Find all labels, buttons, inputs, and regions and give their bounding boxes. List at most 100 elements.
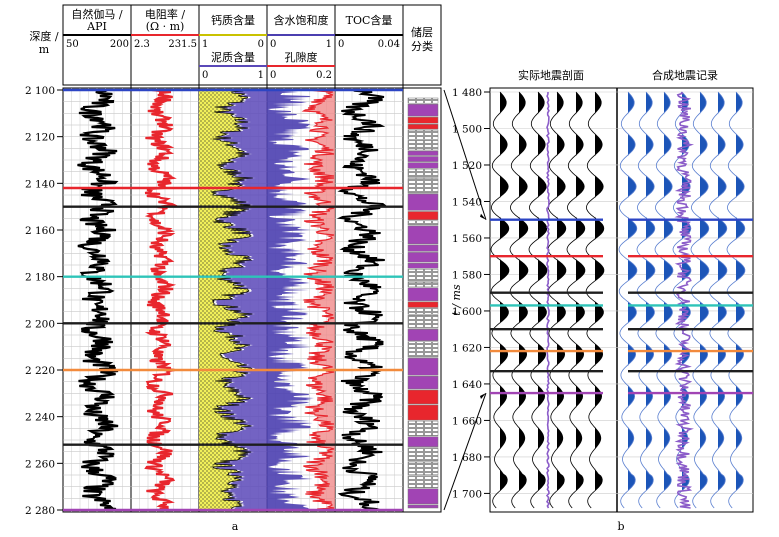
toc-min: 0: [338, 39, 344, 50]
arrow-head: [480, 393, 486, 400]
wiggle-trace: [528, 91, 548, 509]
seismic-section-title: 实际地震剖面: [518, 68, 584, 82]
res-title-line2: (Ω · m): [146, 20, 185, 33]
class-block: [407, 150, 439, 156]
wiggle-trace: [618, 91, 638, 509]
class-block: [407, 140, 439, 151]
time-tick-label: 1 600: [452, 306, 482, 318]
class-block: [407, 282, 439, 288]
depth-axis: 2 100 2 120 2 140 2 160 2 180 2 200 2 220 2 240…: [25, 85, 63, 517]
time-tick-label: 1 540: [452, 197, 482, 209]
wiggle-fill: [664, 92, 673, 508]
class-block: [407, 129, 439, 140]
depth-tick-label: 2 200: [25, 318, 55, 330]
toc-max: 0.04: [378, 39, 400, 50]
class-block: [407, 287, 439, 302]
wiggle-trace: [547, 91, 567, 509]
wiggle-fill: [736, 92, 745, 508]
class-block: [407, 193, 439, 211]
class-block: [407, 262, 439, 269]
phi-max: 0.2: [316, 70, 332, 81]
gr-min: 50: [66, 39, 79, 50]
class-block: [407, 124, 439, 130]
class-block: [407, 156, 439, 162]
sw-fill: [267, 90, 314, 510]
wiggle-trace: [566, 91, 586, 509]
class-block: [407, 220, 439, 226]
class-block: [407, 389, 439, 405]
depth-tick-label: 2 100: [25, 85, 55, 97]
phi-title: 孔隙度: [285, 50, 318, 64]
time-tick-label: 1 640: [452, 379, 482, 391]
resistivity-curve: [144, 88, 178, 512]
wiggle-trace: [654, 91, 674, 509]
wiggle-fill: [646, 92, 655, 508]
depth-tick-label: 2 260: [25, 458, 55, 470]
class-block: [407, 252, 439, 263]
toc-title: TOC含量: [346, 13, 393, 27]
depth-tick-label: 2 220: [25, 365, 55, 377]
depth-tick-label: 2 180: [25, 272, 55, 284]
class-block: [407, 97, 439, 104]
class-block: [407, 341, 439, 358]
class-block: [407, 461, 439, 475]
reservoir-class-column: [407, 97, 439, 509]
wiggle-fill: [538, 92, 547, 508]
depth-tick-label: 2 140: [25, 178, 55, 190]
wiggle-fill: [595, 92, 604, 508]
time-tick-label: 1 680: [452, 452, 482, 464]
class-block: [407, 375, 439, 390]
class-block: [407, 162, 439, 169]
class-block: [407, 211, 439, 221]
class-block: [407, 178, 439, 194]
time-tick-label: 1 500: [452, 124, 482, 136]
wiggle-trace: [708, 91, 728, 509]
class-title-line2: 分类: [411, 39, 433, 53]
class-block: [407, 504, 439, 509]
class-block: [407, 404, 439, 421]
synthetic-record-title: 合成地震记录: [652, 68, 718, 82]
gr-max: 200: [110, 39, 129, 50]
phi-curve: [301, 89, 335, 511]
wiggle-fill: [519, 92, 528, 508]
class-block: [407, 103, 439, 117]
wiggle-trace: [726, 91, 746, 509]
class-block: [407, 244, 439, 252]
time-tick-label: 1 480: [452, 87, 482, 99]
time-tick-label: 1 560: [452, 233, 482, 245]
header-frame: [62, 4, 442, 86]
class-title-line1: 储层: [411, 25, 433, 39]
correlation-arrow: [443, 392, 487, 511]
calc-title: 钙质含量: [211, 13, 255, 27]
gr-title-line1: 自然伽马 /: [71, 7, 122, 21]
well-trace-synthetic: [674, 91, 695, 509]
sw-title: 含水饱和度: [274, 13, 329, 27]
class-block: [407, 475, 439, 488]
horizon-lines-b: [490, 218, 753, 395]
class-block: [407, 225, 439, 245]
depth-tick-label: 2 280: [25, 505, 55, 517]
class-block: [407, 315, 439, 329]
depth-tick-label: 2 240: [25, 412, 55, 424]
shale-title: 泥质含量: [211, 50, 255, 64]
wiggle-trace: [690, 91, 710, 509]
seismic-wiggle-traces: [490, 91, 746, 509]
class-block: [407, 436, 439, 447]
arrow-head: [480, 213, 486, 220]
shale-fill: [214, 90, 267, 510]
time-tick-label: 1 580: [452, 270, 482, 282]
time-axis-label: t / ms: [450, 284, 463, 316]
seismic-grid: [490, 91, 753, 494]
time-tick-label: 1 620: [452, 342, 482, 354]
calc-max: 0: [258, 39, 264, 50]
well-trace-seismic: [545, 91, 551, 509]
class-block: [407, 168, 439, 178]
phi-min: 0: [270, 70, 276, 81]
res-min: 2.3: [134, 39, 150, 50]
depth-header-line2: m: [39, 43, 50, 56]
calc-min: 1: [202, 39, 208, 50]
time-tick-label: 1 700: [452, 488, 482, 500]
class-block: [407, 329, 439, 341]
wiggle-trace: [636, 91, 656, 509]
class-block: [407, 488, 439, 505]
